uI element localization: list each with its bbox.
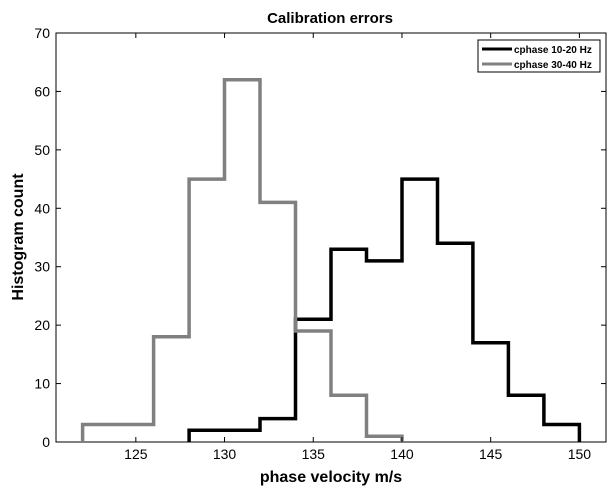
y-tick-label: 30 bbox=[34, 259, 50, 275]
y-tick-label: 60 bbox=[34, 83, 50, 99]
y-tick-label: 20 bbox=[34, 317, 50, 333]
x-tick-label: 135 bbox=[302, 446, 326, 462]
chart-title: Calibration errors bbox=[267, 10, 393, 27]
histogram-outline-series-1 bbox=[187, 177, 582, 442]
x-tick-label: 140 bbox=[390, 446, 414, 462]
legend-box bbox=[477, 39, 601, 73]
x-tick-label: 145 bbox=[479, 446, 503, 462]
x-tick-label: 130 bbox=[213, 446, 237, 462]
histogram-outline-series-2 bbox=[80, 77, 404, 442]
y-tick-label: 0 bbox=[42, 434, 50, 450]
y-tick-label: 40 bbox=[34, 200, 50, 216]
ticks-layer: 125 130 135 140 145 150 0 10 20 30 40 50 60 70 bbox=[34, 25, 606, 462]
legend: cphase 10-20 Hz cphase 30-40 Hz bbox=[477, 39, 601, 73]
y-tick-label: 70 bbox=[34, 25, 50, 41]
legend-label-series-2: cphase 30-40 Hz bbox=[514, 60, 592, 71]
x-axis-label: phase velocity m/s bbox=[260, 469, 402, 486]
y-tick-label: 50 bbox=[34, 142, 50, 158]
x-tick-label: 125 bbox=[124, 446, 148, 462]
y-axis-label: Histogram count bbox=[10, 173, 27, 301]
y-tick-label: 10 bbox=[34, 376, 50, 392]
series-layer bbox=[80, 77, 582, 442]
legend-label-series-1: cphase 10-20 Hz bbox=[514, 45, 592, 56]
x-tick-label: 150 bbox=[568, 446, 592, 462]
